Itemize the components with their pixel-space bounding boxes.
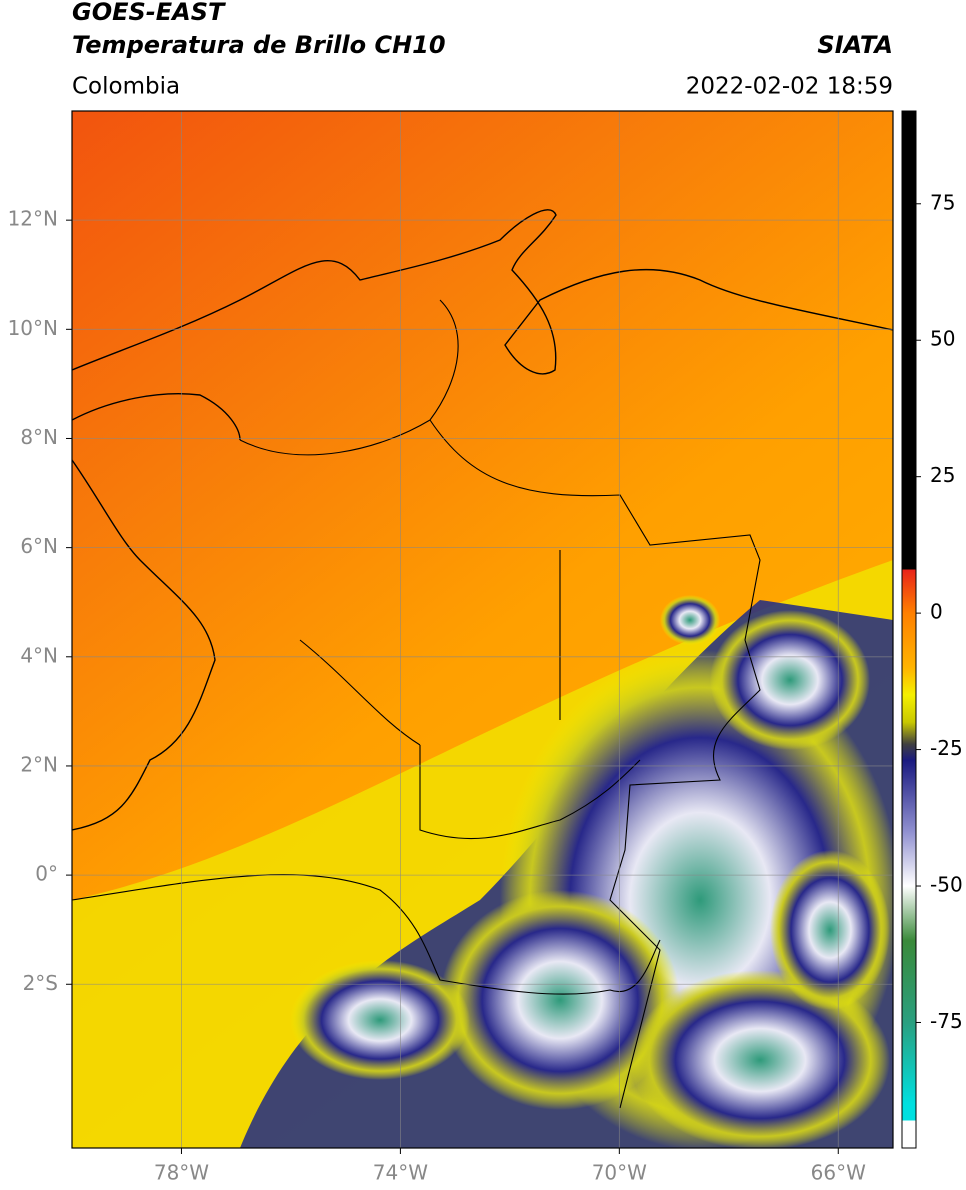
agency: SIATA <box>817 31 893 59</box>
x-tick-label: 78°W <box>154 1161 209 1185</box>
x-tick-label: 66°W <box>811 1161 866 1185</box>
y-tick-label: 2°S <box>23 971 58 995</box>
colorbar <box>901 110 917 1149</box>
y-tick-label: 4°N <box>20 643 58 667</box>
colorbar-tick-label: 25 <box>930 463 955 487</box>
y-tick-label: 12°N <box>8 207 58 231</box>
colorbar-tick-label: -25 <box>930 736 963 760</box>
colorbar-tick-label: 75 <box>930 190 955 214</box>
y-tick-label: 10°N <box>8 316 58 340</box>
imagery <box>72 111 893 1148</box>
y-tick-label: 6°N <box>20 534 58 558</box>
map-frame <box>71 110 894 1149</box>
x-tick-label: 74°W <box>373 1161 428 1185</box>
y-tick-label: 2°N <box>20 752 58 776</box>
y-tick-label: 0° <box>35 862 58 886</box>
colorbar-tick-label: -75 <box>930 1009 963 1033</box>
colorbar-tick-label: 50 <box>930 327 955 351</box>
y-tick-label: 8°N <box>20 425 58 449</box>
colorbar-tick-label: -50 <box>930 873 963 897</box>
datetime: 2022-02-02 18:59 <box>686 74 893 100</box>
title: GOES-EAST <box>72 0 226 26</box>
colorbar-tick-label: 0 <box>930 600 943 624</box>
x-tick-label: 70°W <box>592 1161 647 1185</box>
subtitle: Temperatura de Brillo CH10 <box>72 31 446 59</box>
region: Colombia <box>72 74 180 100</box>
